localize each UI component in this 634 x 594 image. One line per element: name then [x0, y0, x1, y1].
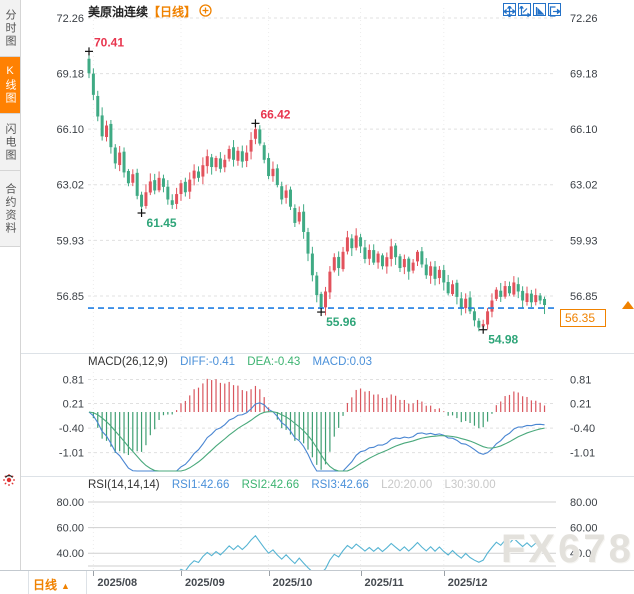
- rsi-params-label: RSI(14,14,14): [88, 479, 160, 491]
- axis-label: -0.40: [59, 423, 84, 435]
- time-axis-bar: 日线 ▲ 2025/08 2025/09 2025/10 2025/11 2025/12: [0, 570, 634, 594]
- panel-separator: [21, 353, 634, 354]
- axis-label: 59.93: [56, 235, 84, 247]
- watermark: FX678: [501, 527, 634, 571]
- last-price-tag: 56.35: [560, 309, 606, 327]
- rsi-header: RSI(14,14,14) RSI1:42.66 RSI2:42.66 RSI3…: [88, 479, 496, 491]
- axis-label: 0.81: [63, 374, 84, 386]
- axis-label: 0.21: [63, 399, 84, 411]
- price-annotation: 55.96: [326, 315, 356, 329]
- macd-params-label: MACD(26,12,9): [88, 356, 168, 368]
- macd-dea-value: DEA:-0.43: [247, 356, 301, 368]
- x-axis-tick: [443, 571, 445, 576]
- x-axis-label: 2025/09: [184, 577, 225, 589]
- rsi-line: [93, 534, 545, 574]
- rsi1-value: RSI1:42.66: [171, 479, 230, 491]
- pan-cross-icon[interactable]: [503, 3, 516, 18]
- axis-label: 80.00: [56, 497, 84, 509]
- symbol-name: 美原油连续: [88, 5, 149, 19]
- axis-label: 80.00: [570, 497, 598, 509]
- candlestick-series: [87, 51, 547, 332]
- tab-time-share-chart[interactable]: 分时图: [0, 0, 20, 57]
- period-tag: 【日线】: [148, 5, 197, 19]
- macd-histogram: [92, 378, 546, 470]
- axis-label: 40.00: [56, 548, 84, 560]
- period-selector-label: 日线: [33, 578, 58, 592]
- axis-label: 69.18: [56, 69, 84, 81]
- axis-label: 40.00: [570, 548, 598, 560]
- sidebar: 分时图 K线图 闪电图 合约资料: [0, 0, 21, 594]
- fit-x-axis-icon[interactable]: [533, 3, 546, 16]
- tab-lightning-chart[interactable]: 闪电图: [0, 114, 20, 171]
- axis-label: -1.01: [59, 448, 84, 460]
- axis-label: 56.85: [570, 291, 598, 303]
- axis-label: 0.81: [570, 374, 591, 386]
- axis-label: 66.10: [570, 124, 598, 136]
- macd-dea-line: [88, 411, 545, 472]
- panel-separator: [21, 476, 634, 477]
- axis-label: 60.00: [56, 523, 84, 535]
- chart-title: 美原油连续【日线】: [88, 3, 196, 20]
- axis-label: 59.93: [570, 235, 598, 247]
- tab-kline-chart[interactable]: K线图: [0, 57, 20, 114]
- x-axis-tick: [360, 571, 362, 576]
- axis-label: 56.85: [56, 291, 84, 303]
- x-axis-label: 2025/11: [364, 577, 404, 589]
- x-axis-tick: [268, 571, 270, 576]
- rsi-l30-value: L30:30.00: [444, 479, 496, 491]
- axis-label: 63.02: [570, 180, 598, 192]
- x-axis-tick: [93, 571, 95, 576]
- tab-contract-info[interactable]: 合约资料: [0, 171, 20, 247]
- indicator-settings-icon[interactable]: [199, 4, 212, 17]
- axis-label: 63.02: [56, 180, 84, 192]
- rsi-l20-value: L20:20.00: [381, 479, 433, 491]
- sun-alert-icon[interactable]: [1, 471, 17, 487]
- axis-label: 0.21: [570, 399, 591, 411]
- chart-toolbar: [503, 3, 562, 18]
- rsi3-value: RSI3:42.66: [311, 479, 369, 491]
- price-annotations: [85, 47, 488, 334]
- price-annotation: 70.41: [94, 35, 124, 49]
- period-selector[interactable]: 日线 ▲: [33, 576, 70, 593]
- axis-label: 69.18: [570, 69, 598, 81]
- x-axis-label: 2025/10: [272, 577, 313, 589]
- axis-label: -0.40: [570, 423, 595, 435]
- axis-label: 72.26: [570, 13, 598, 25]
- macd-header: MACD(26,12,9) DIFF:-0.41 DEA:-0.43 MACD:…: [88, 356, 372, 368]
- exit-chart-icon[interactable]: [548, 3, 562, 17]
- x-axis-label: 2025/08: [97, 577, 138, 589]
- axis-label: 72.26: [56, 13, 84, 25]
- divider: [86, 571, 87, 594]
- chevron-up-icon: ▲: [61, 581, 70, 591]
- price-annotation: 54.98: [488, 333, 518, 347]
- axis-label: 66.10: [56, 124, 84, 136]
- macd-diff-value: DIFF:-0.41: [180, 356, 236, 368]
- x-axis-tick: [180, 571, 182, 576]
- axis-label: -1.01: [570, 448, 595, 460]
- x-axis-label: 2025/12: [447, 577, 488, 589]
- price-up-arrow-icon: [622, 301, 634, 309]
- divider: [28, 571, 29, 594]
- macd-macd-value: MACD:0.03: [312, 356, 372, 368]
- fit-y-axis-icon[interactable]: [518, 3, 532, 18]
- price-annotation: 61.45: [147, 216, 177, 230]
- price-annotation: 66.42: [260, 107, 290, 121]
- axis-labels: 72.26 72.26 69.18 69.18 66.10 66.10 63.02 63.02…: [56, 13, 597, 560]
- axis-label: 60.00: [570, 523, 598, 535]
- rsi2-value: RSI2:42.66: [241, 479, 300, 491]
